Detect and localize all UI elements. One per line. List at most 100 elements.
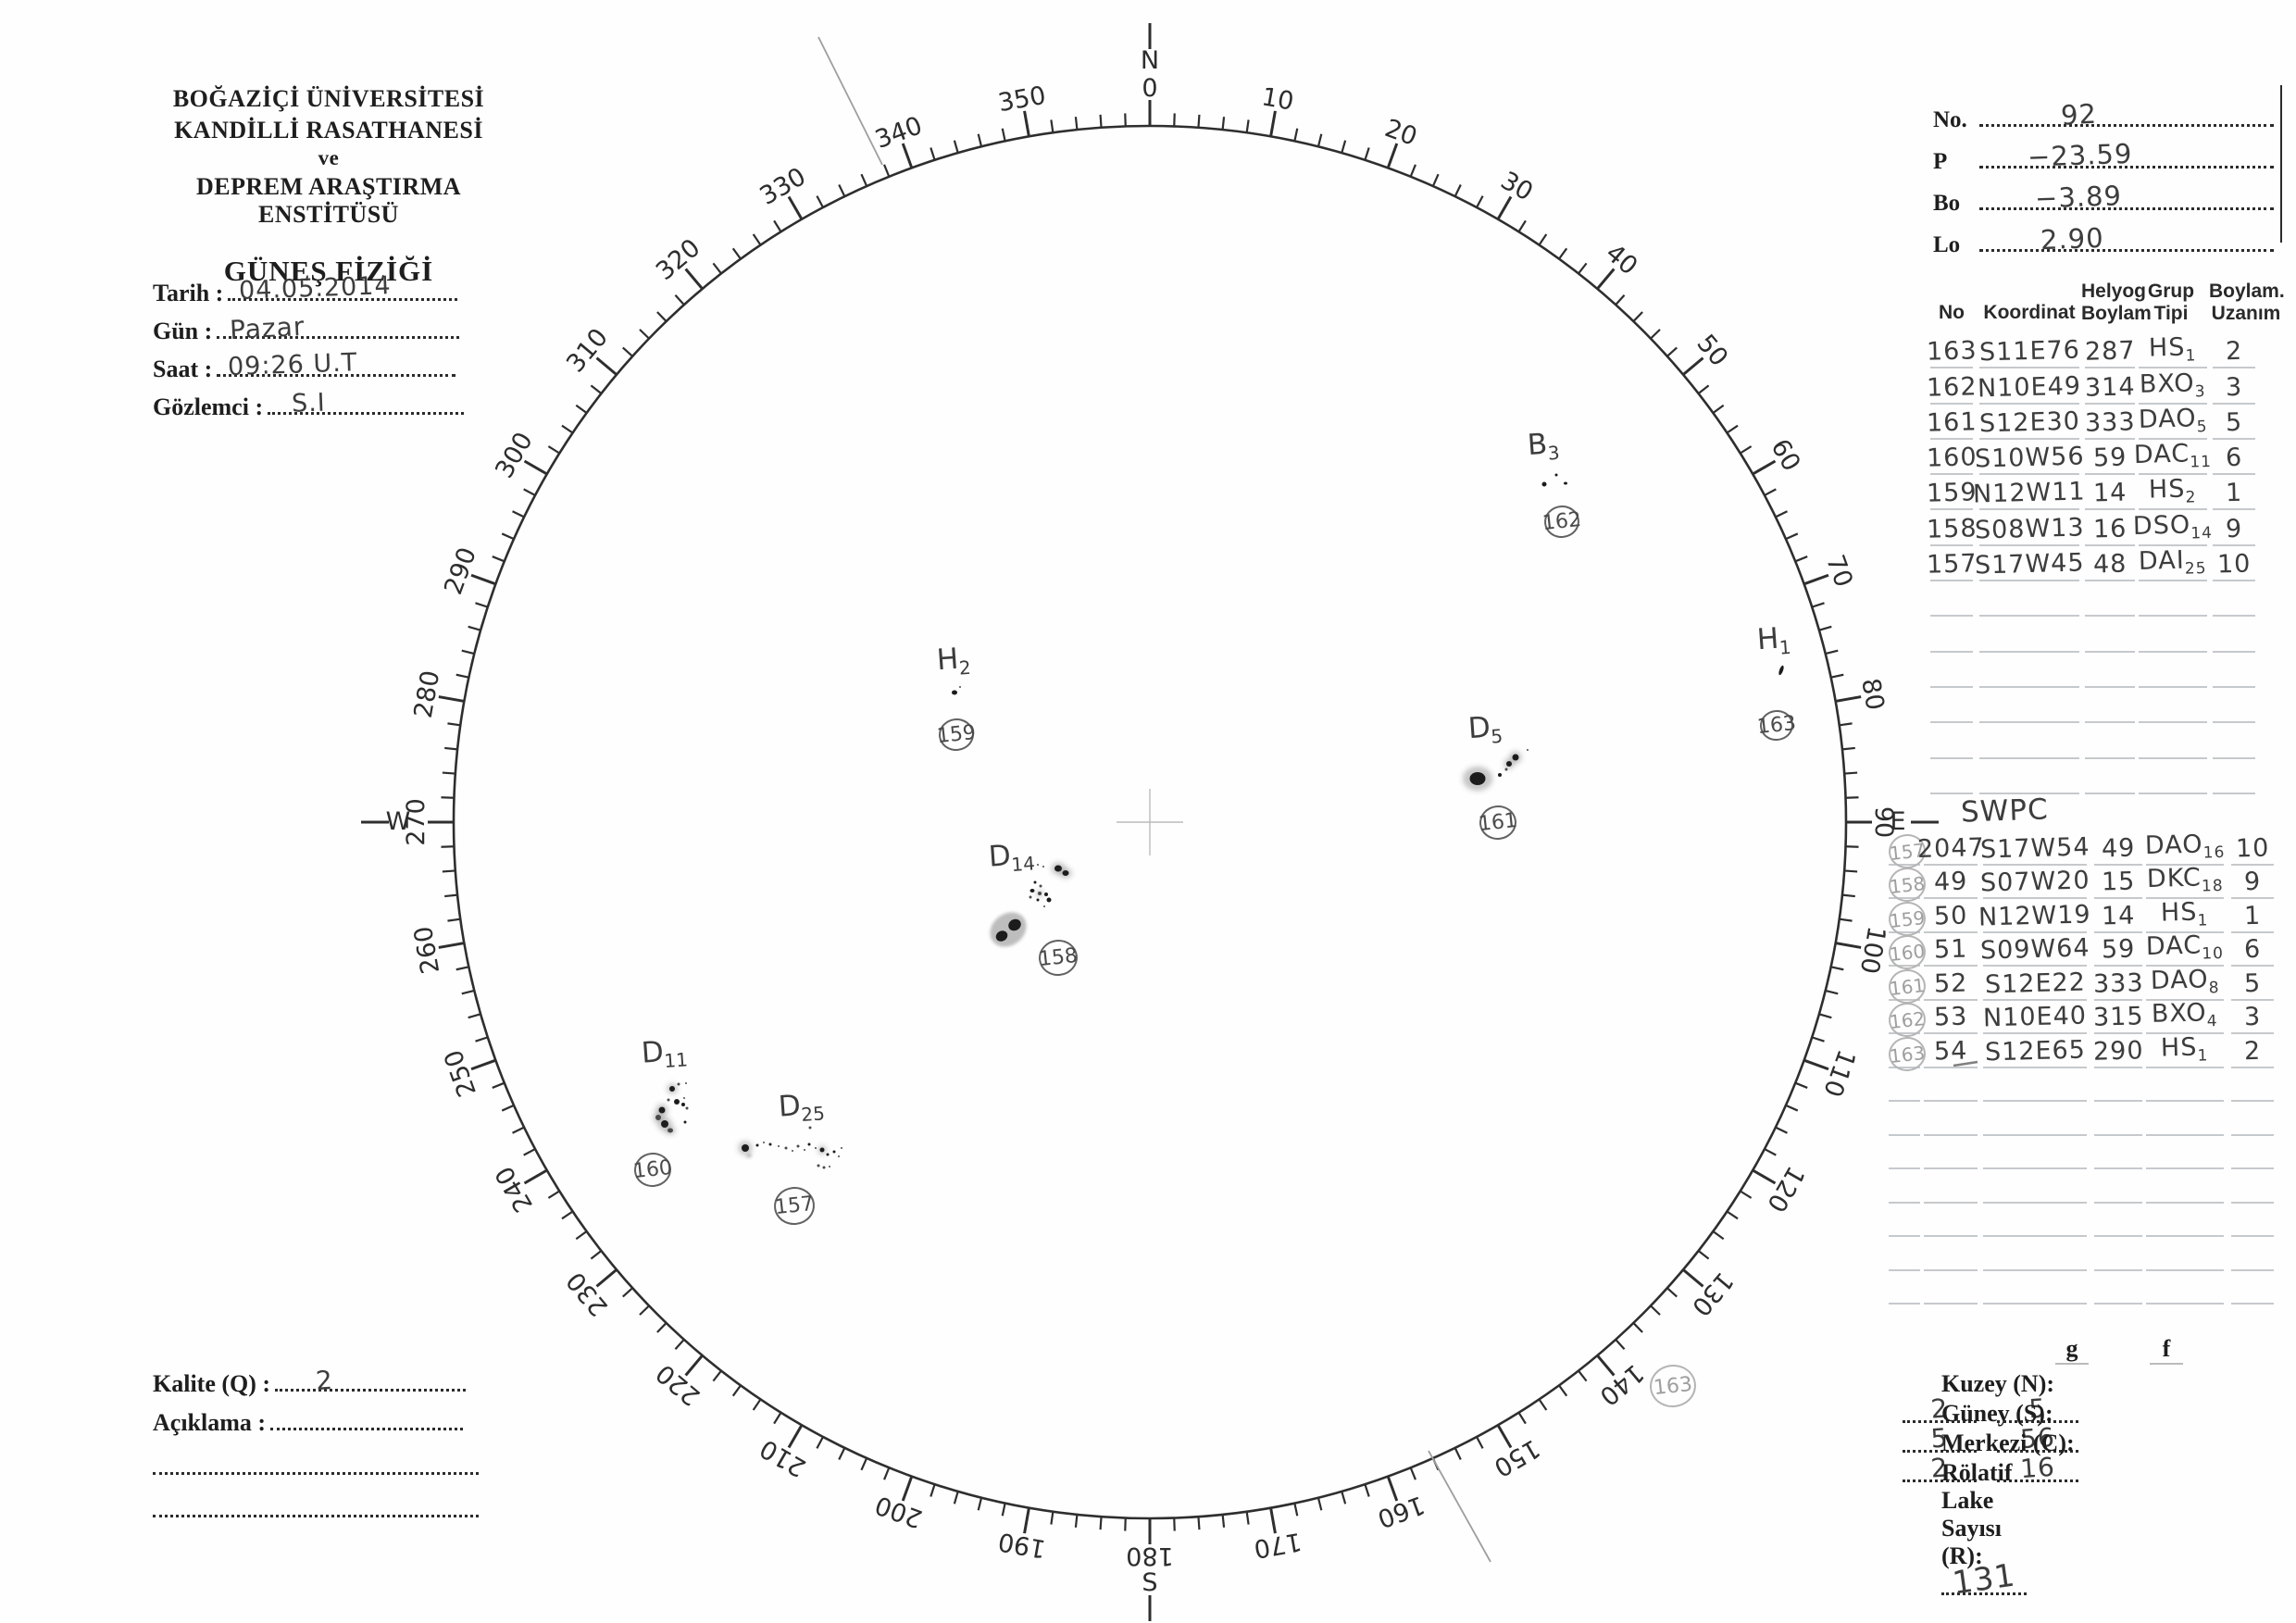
table-cell: 59 xyxy=(2085,438,2135,476)
group-type-sub: 10 xyxy=(2202,943,2225,964)
group-type-sub: 8 xyxy=(2208,978,2220,997)
table-cell: 3 xyxy=(2213,367,2255,405)
sunspot xyxy=(1046,897,1052,903)
observation-fields: Tarih : 04.05.2014 Gün : Pazar Saat : 09… xyxy=(153,271,486,421)
table-cell: DAC11 xyxy=(2134,438,2212,476)
summary-row-kuzey: Kuzey (N): 2 5 xyxy=(1903,1370,2080,1428)
aciklama-extra-line-1 xyxy=(153,1450,479,1475)
sunspot xyxy=(1037,864,1039,866)
dial-tick xyxy=(468,625,481,631)
table-value-koordinat: S11E76 xyxy=(1978,335,2080,368)
table-value-koordinat: S07W20 xyxy=(1979,866,2090,898)
group-type-base: DKC xyxy=(2146,863,2202,894)
dial-tick xyxy=(1364,147,1370,161)
group-label-sub: 3 xyxy=(1546,441,1561,465)
sunspot xyxy=(768,1142,772,1146)
table-cell: DAO5 xyxy=(2138,403,2208,440)
sunspot xyxy=(815,1147,817,1149)
sunspot xyxy=(1541,481,1547,487)
table-cell xyxy=(2231,1235,2274,1271)
sunspot xyxy=(829,1166,830,1167)
dial-tick xyxy=(1841,746,1855,751)
sunspot xyxy=(1498,773,1502,777)
main-table-header-grup-1: Grup xyxy=(2147,281,2195,302)
field-no: No. 92 xyxy=(1933,98,2285,133)
group-type-base: DAC xyxy=(2145,930,2202,962)
table-cell: HS1 xyxy=(2139,331,2207,369)
field-tarih-line: 04.05.2014 xyxy=(227,271,457,306)
table-value-tip: DSO14 xyxy=(2133,510,2214,545)
dial-tick xyxy=(1839,722,1853,727)
field-bo-label: Bo xyxy=(1933,191,1961,216)
sunspot xyxy=(1036,898,1040,902)
dial-tick xyxy=(1386,143,1399,169)
table-cell xyxy=(2213,651,2255,688)
summary-kuzey-g-line: 2 xyxy=(1903,1392,1977,1425)
dial-tick xyxy=(1615,294,1626,306)
sunspot xyxy=(1054,865,1062,872)
table-cell: 290 xyxy=(2092,1032,2144,1068)
sunspot xyxy=(658,1106,666,1114)
table-cell: 14 xyxy=(2085,473,2135,511)
dial-tick xyxy=(492,556,505,563)
table-value-tip: DAO5 xyxy=(2138,404,2207,439)
dial-tick xyxy=(595,356,618,376)
dial-tick xyxy=(447,722,461,727)
summary-rolatif-line: 131 xyxy=(1941,1556,2027,1603)
table-cell: 162 xyxy=(1926,367,1978,405)
sunspot xyxy=(1469,772,1486,785)
sunspot xyxy=(1033,880,1037,884)
sunspot xyxy=(959,686,961,688)
table-value-tip: DAO16 xyxy=(2144,829,2225,864)
swpc-row-underline xyxy=(1889,864,1920,899)
swpc-row-underline xyxy=(1889,1235,1920,1271)
dial-tick xyxy=(752,1398,762,1411)
table-cell: 160 xyxy=(1926,438,1978,476)
dial-cardinal-W: W xyxy=(385,807,411,836)
pencil-dash-mark xyxy=(1953,1060,1978,1067)
table-cell xyxy=(1983,1100,2087,1136)
table-value-uzanim: 5 xyxy=(2225,407,2243,438)
group-label-D25: D25 xyxy=(778,1087,826,1127)
table-value-koordinat: N10E49 xyxy=(1977,371,2082,404)
table-value-uzanim: 1 xyxy=(2243,901,2262,930)
field-saat: Saat : 09:26 U.T xyxy=(153,348,486,383)
field-no-label: No. xyxy=(1933,107,1967,132)
table-value-no: 162 xyxy=(1926,371,1978,403)
table-cell: 59 xyxy=(2094,931,2142,967)
table-cell xyxy=(1930,580,1973,618)
dial-tick xyxy=(816,195,824,208)
table-cell xyxy=(2231,1134,2274,1169)
dial-tick xyxy=(1454,1447,1462,1460)
dial-tick xyxy=(787,1424,804,1449)
group-type-sub: 11 xyxy=(2190,453,2213,472)
dial-tick xyxy=(444,746,458,751)
table-cell xyxy=(2085,757,2135,794)
sunspot xyxy=(685,1106,689,1110)
table-value-uzanim: 1 xyxy=(2225,479,2243,508)
table-cell: 49 xyxy=(2094,830,2142,866)
sunspot xyxy=(685,1082,687,1084)
field-bo: Bo −3.89 xyxy=(1933,180,2285,217)
group-type-base: BXO xyxy=(2139,368,2196,399)
table-value-koordinat: S17W54 xyxy=(1979,831,2090,865)
table-cell: N10E49 xyxy=(1977,367,2082,405)
dial-tick xyxy=(470,573,496,586)
table-cell xyxy=(2139,686,2207,724)
table-cell xyxy=(2231,1167,2274,1204)
main-table-header-boylam: Boylam. Uzanım xyxy=(2209,281,2285,325)
table-cell: DAO8 xyxy=(2146,965,2224,1001)
main-table-header-koordinat: Koordinat xyxy=(1983,302,2076,323)
sunspot xyxy=(1044,893,1048,896)
dial-tick xyxy=(860,1457,868,1471)
table-cell xyxy=(1930,721,1973,759)
dial-tick xyxy=(1197,1517,1201,1530)
table-cell xyxy=(2213,686,2255,724)
dial-cardinal-N: N xyxy=(1140,46,1160,75)
dial-tick xyxy=(1835,695,1862,703)
dial-tick xyxy=(1269,110,1277,137)
summary-guney-label: Güney (S): xyxy=(1941,1400,2053,1427)
table-value-koordinat: S12E65 xyxy=(1984,1035,2086,1067)
table-value-helyog: 14 xyxy=(2092,479,2128,508)
dial-tick xyxy=(561,1210,574,1220)
